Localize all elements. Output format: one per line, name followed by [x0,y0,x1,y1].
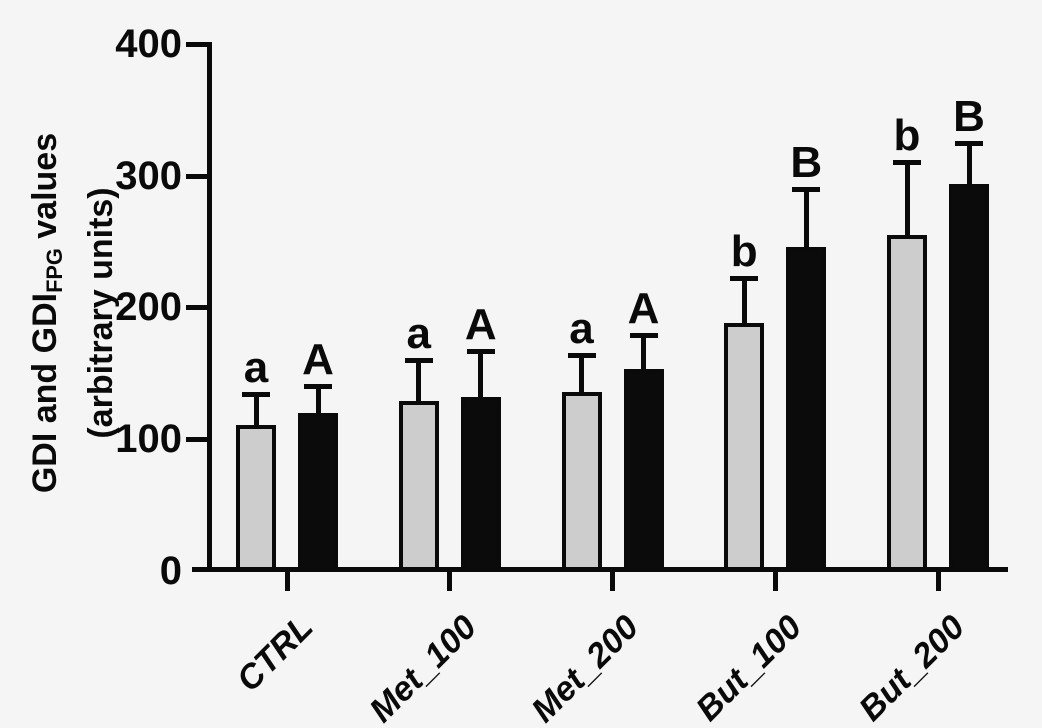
error-bar-cap-CTRL-black-bars [304,384,332,390]
error-bar-cap-CTRL-gray-bars [242,392,270,398]
error-bar-stem-Met_200-black-bars [641,335,646,374]
bar-Met_200-gray-bars [561,391,602,571]
bar-letter-Met_100-black-bars: A [464,299,497,349]
error-bar-stem-But_100-gray-bars [741,278,747,328]
y-tick-400 [186,41,208,47]
bar-letter-But_100-black-bars: B [790,137,823,187]
error-bar-stem-But_200-gray-bars [904,162,910,239]
error-bar-stem-Met_100-gray-bars [416,360,422,405]
y-axis-title-line1: GDI and GDIFPG values [26,132,68,494]
bar-Met_100-black-bars [460,397,501,571]
y-tick-label-100: 100 [115,417,182,462]
bar-letter-CTRL-black-bars: A [302,335,334,385]
y-tick-label-0: 0 [159,549,182,593]
bar-CTRL-black-bars [298,412,338,571]
error-bar-stem-CTRL-black-bars [315,386,321,417]
bar-But_100-black-bars [786,246,827,571]
error-bar-stem-But_200-black-bars [966,142,972,188]
error-bar-stem-CTRL-gray-bars [253,394,259,429]
error-bar-cap-But_100-black-bars [792,186,821,192]
error-bar-cap-But_100-gray-bars [730,276,759,282]
y-axis-line [207,42,212,572]
x-tick-But_100 [772,572,778,591]
x-tick-label-But_200: But_200 [851,608,972,728]
error-bar-stem-But_100-black-bars [803,188,809,251]
error-bar-cap-But_200-gray-bars [893,160,921,166]
y-axis-title-subscript: FPG [42,248,68,293]
error-bar-cap-Met_200-gray-bars [567,352,596,358]
error-bar-stem-Met_100-black-bars [478,350,484,402]
bar-Met_200-black-bars [623,369,664,571]
bar-letter-But_200-gray-bars: b [893,111,921,161]
x-tick-CTRL [284,572,290,591]
x-tick-label-CTRL: CTRL [229,608,321,699]
x-tick-label-Met_200: Met_200 [524,608,647,728]
x-tick-label-Met_100: Met_100 [361,608,484,728]
error-bar-stem-Met_200-gray-bars [579,354,584,396]
error-bar-cap-But_200-black-bars [955,140,983,146]
y-tick-300 [186,173,208,179]
y-tick-label-200: 200 [115,285,182,330]
x-tick-Met_100 [447,572,453,591]
bar-But_100-gray-bars [724,323,765,571]
bar-But_200-black-bars [949,183,989,571]
x-tick-Met_200 [610,572,615,591]
y-tick-label-400: 400 [115,21,182,66]
bar-letter-Met_200-black-bars: A [627,284,660,334]
bar-letter-But_200-black-bars: B [953,91,985,141]
bar-But_200-gray-bars [887,234,927,571]
bar-letter-Met_100-gray-bars: a [406,309,431,359]
y-tick-label-300: 300 [115,153,182,198]
x-tick-But_200 [935,572,941,591]
y-tick-100 [186,437,208,443]
y-tick-200 [186,305,208,311]
bar-letter-But_100-gray-bars: b [730,227,758,277]
x-tick-label-But_100: But_100 [688,608,810,728]
error-bar-cap-Met_100-black-bars [466,348,495,354]
error-bar-cap-Met_100-gray-bars [404,358,433,364]
bar-Met_100-gray-bars [398,400,439,571]
error-bar-cap-Met_200-black-bars [629,333,658,339]
bar-letter-Met_200-gray-bars: a [569,303,594,353]
bar-CTRL-gray-bars [236,424,276,571]
bar-letter-CTRL-gray-bars: a [243,343,269,393]
